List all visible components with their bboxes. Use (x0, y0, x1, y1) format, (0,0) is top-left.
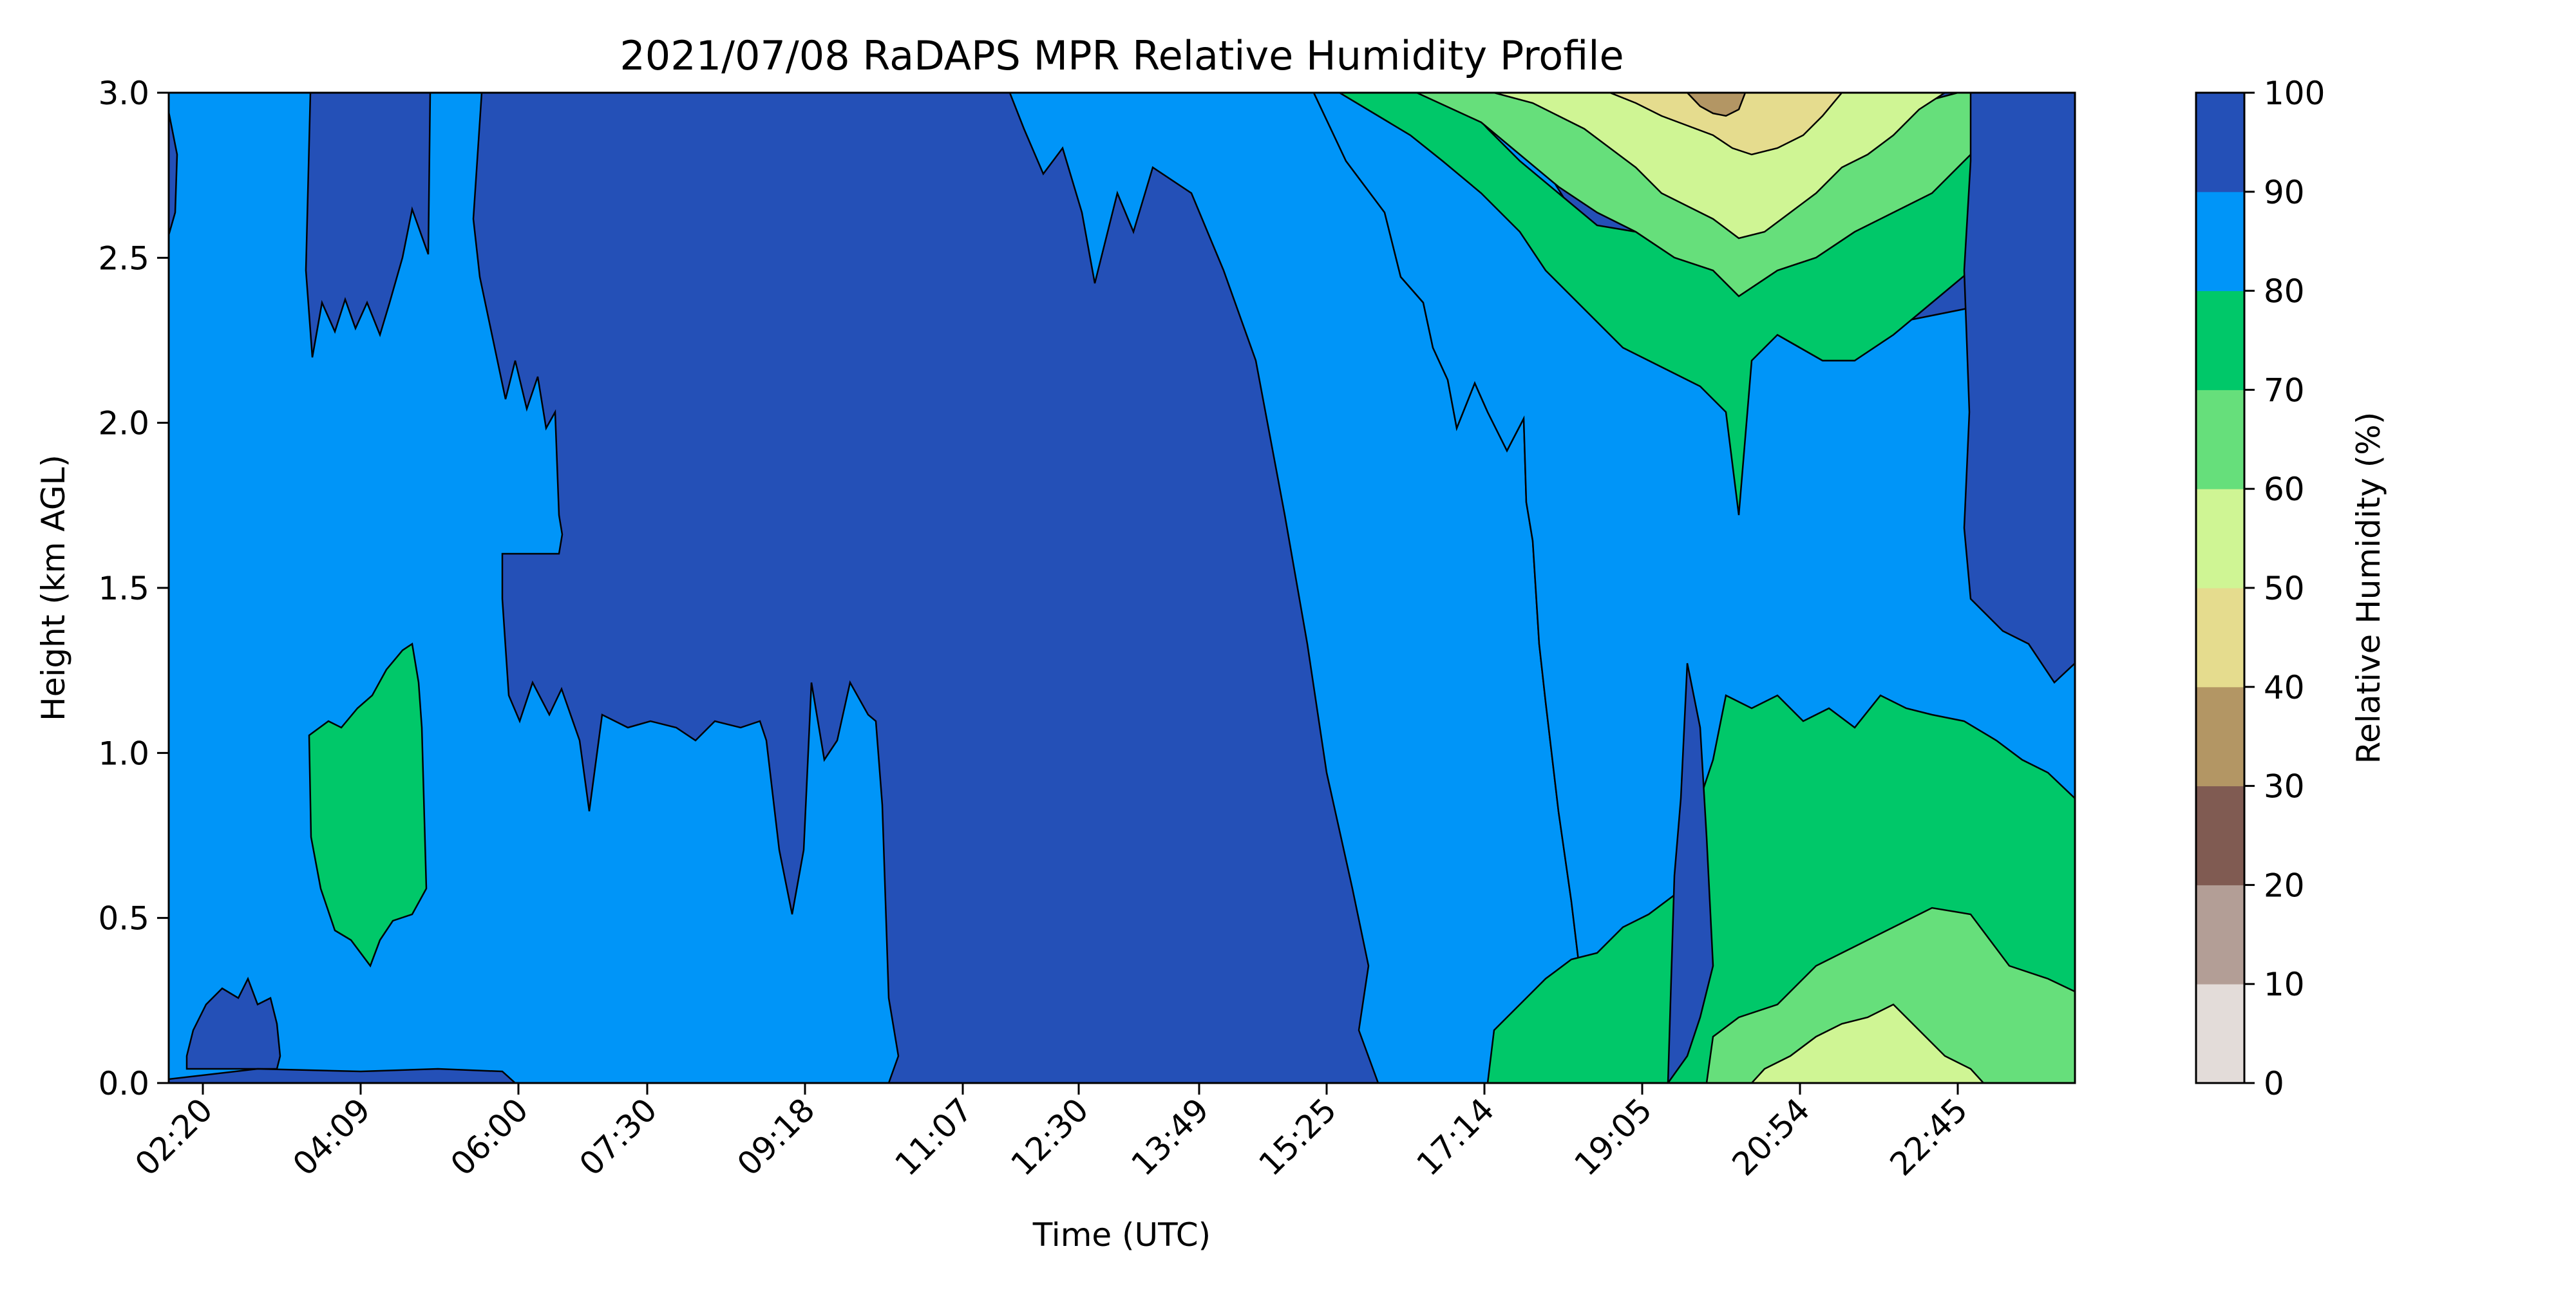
colorbar-tick-label: 100 (2264, 75, 2325, 112)
y-tick-label: 1.0 (98, 735, 149, 772)
x-tick-label: 13:49 (1124, 1091, 1217, 1183)
rh-region-60-70 (1705, 907, 2075, 1083)
colorbar-tick-label: 80 (2264, 273, 2305, 310)
chart-title: 2021/07/08 RaDAPS MPR Relative Humidity … (620, 32, 1624, 79)
x-tick-label: 20:54 (1725, 1091, 1817, 1183)
y-tick-label: 0.5 (98, 900, 149, 938)
colorbar: 0 10 20 30 40 50 60 70 80 90 100 (2195, 75, 2325, 1102)
colorbar-tick-label: 60 (2264, 471, 2305, 508)
rh-region-40-50 (1609, 93, 1843, 156)
y-axis: 0.0 0.5 1.0 1.5 2.0 2.5 3.0 (98, 75, 169, 1102)
colorbar-tick-label: 30 (2264, 768, 2305, 806)
x-axis: 02:20 04:09 06:00 07:30 09:18 11:07 12:30 13:49… (128, 1083, 1975, 1183)
rh-region-50-60 (1493, 93, 1947, 240)
x-tick-label: 11:07 (888, 1091, 980, 1183)
x-tick-label: 15:25 (1252, 1091, 1344, 1183)
y-tick-label: 2.5 (98, 240, 149, 277)
colorbar-segment (2196, 390, 2244, 489)
y-tick-label: 3.0 (98, 75, 149, 112)
colorbar-tick-label: 10 (2264, 966, 2305, 1003)
x-tick-label: 12:30 (1004, 1091, 1096, 1183)
rh-region-70-80 (308, 642, 428, 968)
rh-region-50-60 (1750, 1003, 1985, 1083)
colorbar-tick-label: 0 (2264, 1065, 2284, 1102)
rh-region-90-100 (169, 1068, 516, 1083)
colorbar-tick-label: 70 (2264, 372, 2305, 409)
x-tick-label: 06:00 (444, 1091, 536, 1183)
y-axis-label: Height (km AGL) (35, 455, 72, 721)
colorbar-tick-label: 20 (2264, 867, 2305, 904)
colorbar-tick-label: 40 (2264, 669, 2305, 706)
x-tick-label: 09:18 (730, 1091, 822, 1183)
colorbar-tick-label: 50 (2264, 570, 2305, 607)
x-tick-label: 22:45 (1883, 1091, 1975, 1183)
colorbar-segment (2196, 93, 2244, 193)
rh-region-90-100 (169, 111, 178, 236)
rh-region-90-100 (1667, 663, 1714, 1083)
rh-region-30-40 (1686, 93, 1747, 117)
colorbar-segment (2196, 489, 2244, 589)
x-tick-label: 04:09 (286, 1091, 378, 1183)
colorbar-segment (2196, 984, 2244, 1084)
colorbar-segment (2196, 885, 2244, 985)
plot-area (169, 93, 2075, 1083)
colorbar-segment (2196, 290, 2244, 390)
x-tick-label: 02:20 (128, 1091, 220, 1183)
x-tick-label: 19:05 (1567, 1091, 1660, 1183)
rh-region-90-100 (1963, 93, 2075, 684)
x-tick-label: 07:30 (573, 1091, 665, 1183)
colorbar-segment (2196, 191, 2244, 292)
x-tick-label: 17:14 (1410, 1091, 1502, 1183)
colorbar-segment (2196, 786, 2244, 885)
y-tick-label: 2.0 (98, 405, 149, 442)
colorbar-label: Relative Humidity (%) (2350, 412, 2387, 764)
y-tick-label: 0.0 (98, 1065, 149, 1102)
colorbar-segment (2196, 686, 2244, 787)
x-axis-label: Time (UTC) (1032, 1216, 1211, 1254)
colorbar-segment (2196, 588, 2244, 688)
colorbar-tick-label: 90 (2264, 174, 2305, 211)
y-tick-label: 1.5 (98, 570, 149, 607)
